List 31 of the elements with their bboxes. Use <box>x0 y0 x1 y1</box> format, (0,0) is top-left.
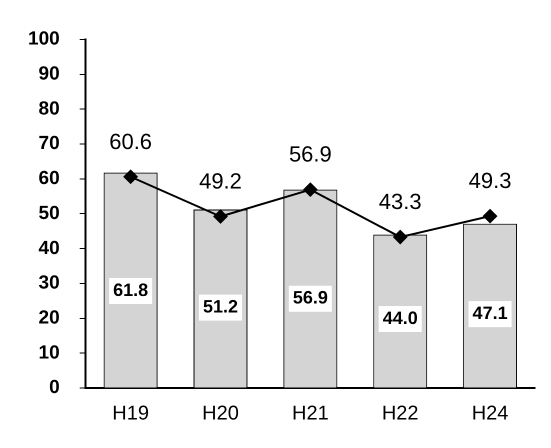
data-label: 49.3 <box>468 168 512 194</box>
y-tick-label: 90 <box>38 63 60 84</box>
point <box>213 209 228 224</box>
y-tick-label: 100 <box>28 28 60 50</box>
x-tick-label: H24 <box>472 402 508 425</box>
data-label: 56.9 <box>292 288 328 308</box>
y-tick-label: 10 <box>38 342 60 364</box>
data-label: 47.1 <box>472 303 508 324</box>
point <box>483 209 498 224</box>
y-tick-label: 40 <box>38 238 60 259</box>
y-tick-label: 20 <box>38 308 60 329</box>
point <box>124 170 138 184</box>
data-label: 43.3 <box>378 189 422 214</box>
y-tick-label: 0 <box>49 377 60 398</box>
data-label: 60.6 <box>109 128 152 154</box>
data-label: 61.8 <box>113 280 148 300</box>
data-label: 49.2 <box>199 168 242 194</box>
y-tick-label: 70 <box>38 133 60 154</box>
data-label: 56.9 <box>288 142 332 167</box>
data-label: 44.0 <box>382 308 418 328</box>
x-tick-label: H20 <box>202 402 239 425</box>
y-tick-label: 80 <box>38 98 60 120</box>
y-tick-label: 30 <box>38 272 60 294</box>
y-tick-label: 50 <box>38 202 60 224</box>
y-tick-label: 60 <box>38 168 60 190</box>
point <box>393 230 408 244</box>
x-tick-label: H22 <box>382 402 419 425</box>
x-tick-label: H19 <box>112 402 149 425</box>
data-label: 51.2 <box>202 296 238 317</box>
point <box>303 182 318 197</box>
x-tick-label: H21 <box>292 402 329 425</box>
